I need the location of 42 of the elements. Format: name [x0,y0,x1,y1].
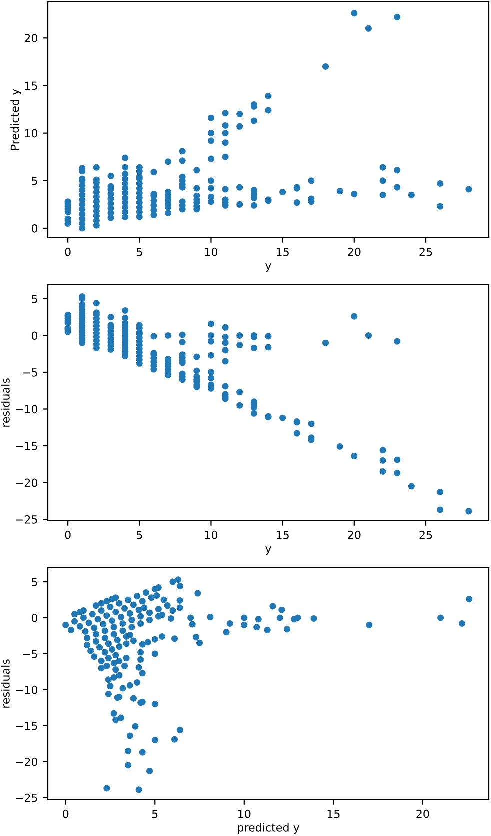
y-tick-label: −5 [23,650,38,658]
y-tick-label: −15 [16,442,38,450]
x-axis-title: y [266,264,272,272]
x-tick-label: 15 [276,531,289,540]
y-tick-label: −25 [16,516,38,524]
y-tick-label: 0 [32,614,38,622]
x-tick-label: 5 [136,531,142,540]
x-tick-label: 25 [420,248,432,256]
y-tick-label: 5 [32,578,38,586]
x-tick-label: 5 [136,248,142,256]
x-tick-label: 0 [63,810,69,818]
x-tick-label: 15 [328,810,340,818]
x-tick-label: 0 [65,248,71,256]
x-tick-label: 0 [65,530,71,540]
x-tick-label: 5 [152,810,158,818]
y-tick-label: 10 [25,129,38,138]
y-tick-label: 0 [32,332,38,340]
y-axis-title: Predicted y [10,89,22,150]
y-tick-label: 5 [32,177,38,186]
y-tick-label: −20 [16,758,38,766]
y-tick-label: −15 [16,722,38,730]
y-axis-title: residuals [1,378,10,427]
x-tick-label: 10 [238,810,251,818]
x-tick-label: 20 [348,248,361,256]
x-axis-title: y [266,546,272,556]
x-tick-label: 10 [205,530,218,540]
y-tick-label: 5 [32,295,38,304]
y-tick-label: −20 [16,478,38,488]
x-tick-label: 15 [276,248,289,256]
x-tick-label: 25 [420,530,432,540]
y-tick-label: 0 [32,224,38,233]
x-tick-label: 20 [348,530,361,540]
y-axis-title: residuals [1,660,10,708]
x-axis-title: predicted y [238,823,300,834]
y-tick-label: −5 [23,368,38,377]
y-tick-label: −10 [16,405,38,414]
y-tick-label: 15 [25,82,38,90]
x-tick-label: 20 [416,810,430,818]
y-tick-label: −10 [16,686,38,694]
x-tick-label: 10 [205,248,218,256]
y-tick-label: 20 [24,34,38,43]
y-tick-label: −25 [16,794,38,802]
